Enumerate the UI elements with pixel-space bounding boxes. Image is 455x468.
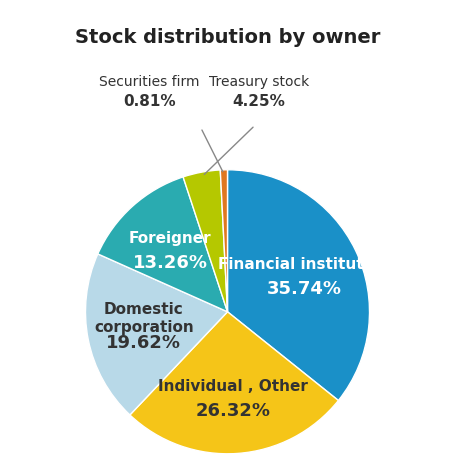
Text: 35.74%: 35.74% (267, 280, 342, 298)
Wedge shape (183, 170, 228, 312)
Text: Individual , Other: Individual , Other (158, 380, 308, 395)
Wedge shape (228, 170, 369, 401)
Text: 4.25%: 4.25% (233, 94, 285, 109)
Wedge shape (86, 254, 228, 415)
Text: 19.62%: 19.62% (106, 334, 182, 351)
Text: Domestic
corporation: Domestic corporation (94, 302, 194, 335)
Text: Stock distribution by owner: Stock distribution by owner (75, 28, 380, 47)
Text: Financial institution: Financial institution (218, 257, 390, 272)
Text: Securities firm: Securities firm (99, 75, 200, 89)
Wedge shape (98, 177, 228, 312)
Text: Foreigner: Foreigner (129, 231, 212, 246)
Text: Treasury stock: Treasury stock (209, 75, 309, 89)
Wedge shape (130, 312, 339, 454)
Wedge shape (220, 170, 228, 312)
Text: 0.81%: 0.81% (123, 94, 176, 109)
Text: 13.26%: 13.26% (133, 254, 208, 272)
Text: 26.32%: 26.32% (196, 402, 271, 420)
